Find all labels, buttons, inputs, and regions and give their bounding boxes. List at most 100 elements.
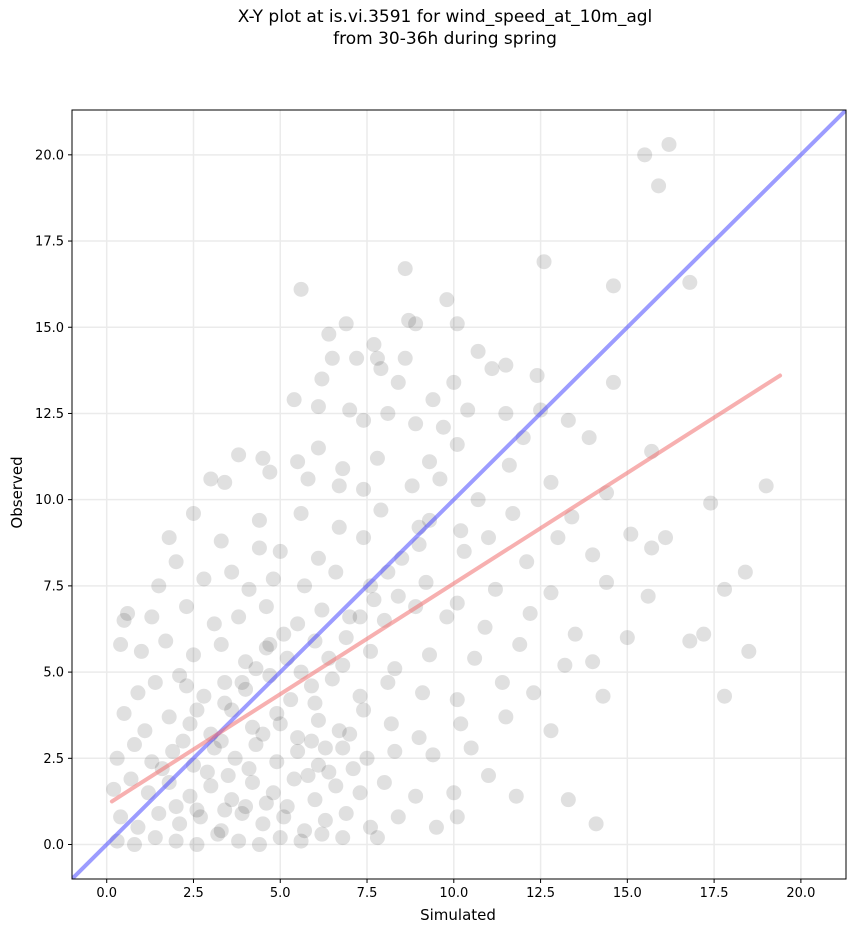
data-point [498, 709, 514, 725]
x-tick-label: 5.0 [270, 886, 291, 901]
data-point [224, 564, 240, 580]
data-point [220, 768, 236, 784]
data-point [487, 581, 503, 597]
data-point [352, 785, 368, 801]
data-point [338, 316, 354, 332]
data-point [272, 543, 288, 559]
y-tick-label: 7.5 [43, 579, 64, 594]
y-tick-label: 15.0 [35, 321, 64, 336]
x-axis-label: Simulated [420, 906, 496, 924]
data-point [349, 350, 365, 366]
data-point [189, 702, 205, 718]
data-point [560, 412, 576, 428]
data-point [238, 654, 254, 670]
plot-frame [71, 109, 847, 880]
data-point [300, 768, 316, 784]
data-point [213, 823, 229, 839]
data-point [432, 471, 448, 487]
data-point [467, 650, 483, 666]
data-point [227, 750, 243, 766]
data-point [328, 778, 344, 794]
data-point [498, 405, 514, 421]
data-point [682, 633, 698, 649]
data-point [533, 402, 549, 418]
data-point [113, 637, 129, 653]
data-point [387, 661, 403, 677]
y-tick-label: 12.5 [35, 407, 64, 422]
data-point [303, 733, 319, 749]
plot-area [72, 110, 846, 879]
data-point [144, 754, 160, 770]
data-point [224, 702, 240, 718]
data-point [390, 588, 406, 604]
regression-line [109, 373, 783, 804]
data-point [543, 723, 559, 739]
data-point [449, 809, 465, 825]
data-point [460, 402, 476, 418]
data-point [526, 685, 542, 701]
data-point [185, 505, 201, 521]
data-point [265, 785, 281, 801]
data-point [703, 495, 719, 511]
data-point [470, 343, 486, 359]
data-point [519, 554, 535, 570]
data-point [501, 457, 517, 473]
data-point [185, 647, 201, 663]
data-point [130, 819, 146, 835]
data-point [359, 750, 375, 766]
data-point [203, 778, 219, 794]
data-point [172, 668, 188, 684]
data-point [380, 405, 396, 421]
data-point [505, 505, 521, 521]
data-point [408, 416, 424, 432]
data-point [369, 350, 385, 366]
data-point [373, 361, 389, 377]
data-point [113, 809, 129, 825]
data-point [310, 440, 326, 456]
data-point [328, 564, 344, 580]
data-point [217, 802, 233, 818]
data-point [342, 402, 358, 418]
data-point [283, 692, 299, 708]
data-point [484, 361, 500, 377]
data-point [147, 674, 163, 690]
x-tick-label: 17.5 [700, 886, 729, 901]
data-point [397, 350, 413, 366]
data-point [238, 681, 254, 697]
data-point [529, 368, 545, 384]
data-point [439, 292, 455, 308]
data-point [179, 678, 195, 694]
data-point [338, 630, 354, 646]
data-point [116, 705, 132, 721]
data-point [481, 530, 497, 546]
data-point [696, 626, 712, 642]
data-point [390, 809, 406, 825]
data-point [297, 823, 313, 839]
data-point [262, 637, 278, 653]
data-point [255, 726, 271, 742]
data-point [286, 771, 302, 787]
y-tick-label: 0.0 [43, 838, 64, 853]
data-point [373, 502, 389, 518]
data-point [356, 412, 372, 428]
data-point [290, 743, 306, 759]
data-point [522, 605, 538, 621]
data-point [158, 633, 174, 649]
data-point [189, 837, 205, 853]
data-point [203, 471, 219, 487]
data-point [217, 674, 233, 690]
data-point [213, 533, 229, 549]
data-point [196, 688, 212, 704]
data-point [512, 637, 528, 653]
data-point [244, 774, 260, 790]
data-point [321, 326, 337, 342]
data-point [293, 281, 309, 297]
data-point [408, 316, 424, 332]
data-point [310, 712, 326, 728]
data-point [290, 454, 306, 470]
data-point [717, 581, 733, 597]
data-point [182, 788, 198, 804]
data-point [453, 716, 469, 732]
data-point [331, 519, 347, 535]
data-point [272, 716, 288, 732]
